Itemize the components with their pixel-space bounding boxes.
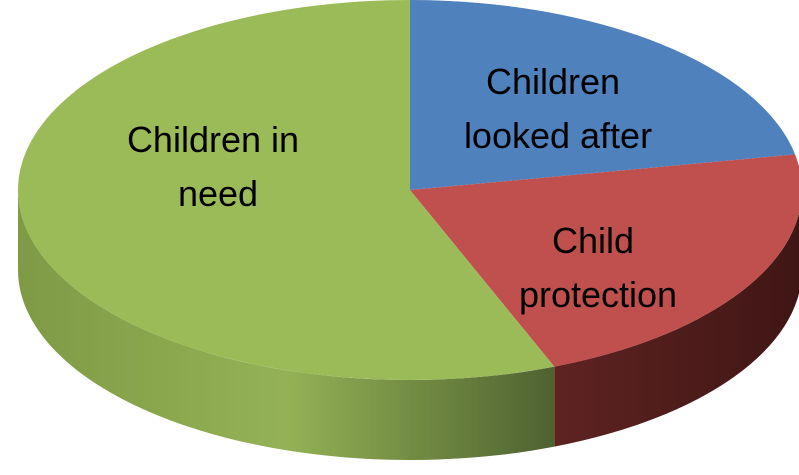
slice-label-child-protection: Child protection [519,220,677,315]
pie-slice-child-protection [410,154,799,367]
pie-side-children-in-need [18,190,555,460]
slice-label-children-in-need: Children in need [127,119,309,214]
pie-slice-children-in-need [18,0,555,380]
pie-side-child-protection [554,213,799,447]
pie-slice-children-looked-after [410,0,796,190]
slice-label-line: looked after [464,115,652,156]
slice-label-children-looked-after: Children looked after [464,61,652,156]
pie-side-walls [18,190,799,460]
slice-label-line: Child [552,220,634,261]
slice-label-line: Children [486,61,620,102]
slice-label-line: protection [519,274,677,315]
slice-label-line: Children in [127,119,299,160]
pie-slice-labels: Children looked after Child protection C… [127,61,677,315]
pie-top-faces [18,0,799,380]
slice-label-line: need [178,173,258,214]
